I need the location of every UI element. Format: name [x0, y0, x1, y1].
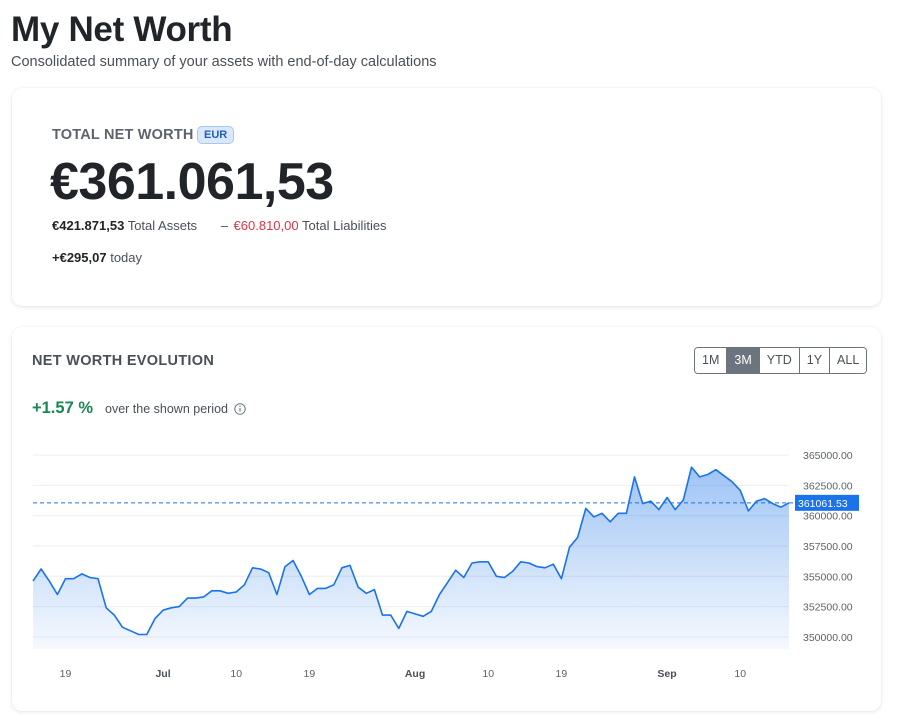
range-ytd-button[interactable]: YTD — [759, 348, 800, 373]
x-tick-label: Jul — [155, 668, 170, 680]
net-worth-value: €361.061,53 — [50, 153, 334, 211]
x-tick-label: 10 — [734, 668, 746, 680]
current-value-label: 361061.53 — [798, 498, 848, 510]
net-worth-evolution-card: NET WORTH EVOLUTION 1M 3M YTD 1Y ALL +1.… — [12, 327, 881, 711]
range-3m-button[interactable]: 3M — [727, 348, 760, 373]
series-area-fill — [33, 467, 789, 649]
liabilities-separator: – — [220, 218, 228, 233]
period-change-percent: +1.57 % — [32, 399, 94, 417]
x-tick-label: Sep — [657, 668, 676, 680]
net-worth-chart: 350000.00 352500.00 355000.00 357500.00 3600… — [32, 450, 859, 680]
total-liabilities-label: Total Liabilities — [302, 218, 387, 233]
time-range-selector: 1M 3M YTD 1Y ALL — [694, 347, 868, 374]
x-tick-label: Aug — [405, 668, 425, 680]
evolution-title: NET WORTH EVOLUTION — [32, 353, 215, 369]
total-liabilities-amount: €60.810,00 — [233, 218, 299, 233]
y-tick-label: 355000.00 — [803, 571, 853, 583]
x-tick-label: 10 — [230, 668, 242, 680]
y-tick-label: 357500.00 — [803, 541, 853, 553]
today-change: +€295,07 today — [52, 250, 142, 265]
range-1y-button[interactable]: 1Y — [799, 348, 831, 373]
y-tick-label: 350000.00 — [803, 632, 853, 644]
current-value-marker — [795, 494, 859, 511]
page-title: My Net Worth — [11, 10, 233, 49]
y-tick-label: 360000.00 — [803, 511, 853, 523]
total-assets-label: Total Assets — [127, 218, 198, 233]
assets-liabilities-breakdown: €421.871,53 Total Assets – €60.810,00 To… — [52, 218, 387, 233]
x-tick-label: 10 — [482, 668, 494, 680]
y-tick-label: 362500.00 — [803, 480, 853, 492]
today-change-amount: +€295,07 — [52, 250, 107, 265]
page-subtitle: Consolidated summary of your assets with… — [11, 54, 437, 70]
range-1m-button[interactable]: 1M — [695, 348, 728, 373]
net-worth-label: TOTAL NET WORTH — [52, 127, 194, 143]
net-worth-summary-card: TOTAL NET WORTH EUR €361.061,53 €421.871… — [12, 88, 881, 306]
x-tick-label: 19 — [556, 668, 568, 680]
range-all-button[interactable]: ALL — [830, 348, 867, 373]
total-assets-amount: €421.871,53 — [52, 218, 125, 233]
info-circle-icon[interactable] — [234, 403, 246, 415]
series-line — [32, 466, 790, 636]
y-tick-label: 365000.00 — [803, 450, 853, 462]
x-tick-label: 19 — [60, 668, 72, 680]
currency-badge: EUR — [197, 126, 235, 144]
y-tick-label: 352500.00 — [803, 602, 853, 614]
period-change-description: over the shown period — [105, 402, 228, 416]
today-change-label: today — [110, 250, 143, 265]
x-tick-label: 19 — [304, 668, 316, 680]
